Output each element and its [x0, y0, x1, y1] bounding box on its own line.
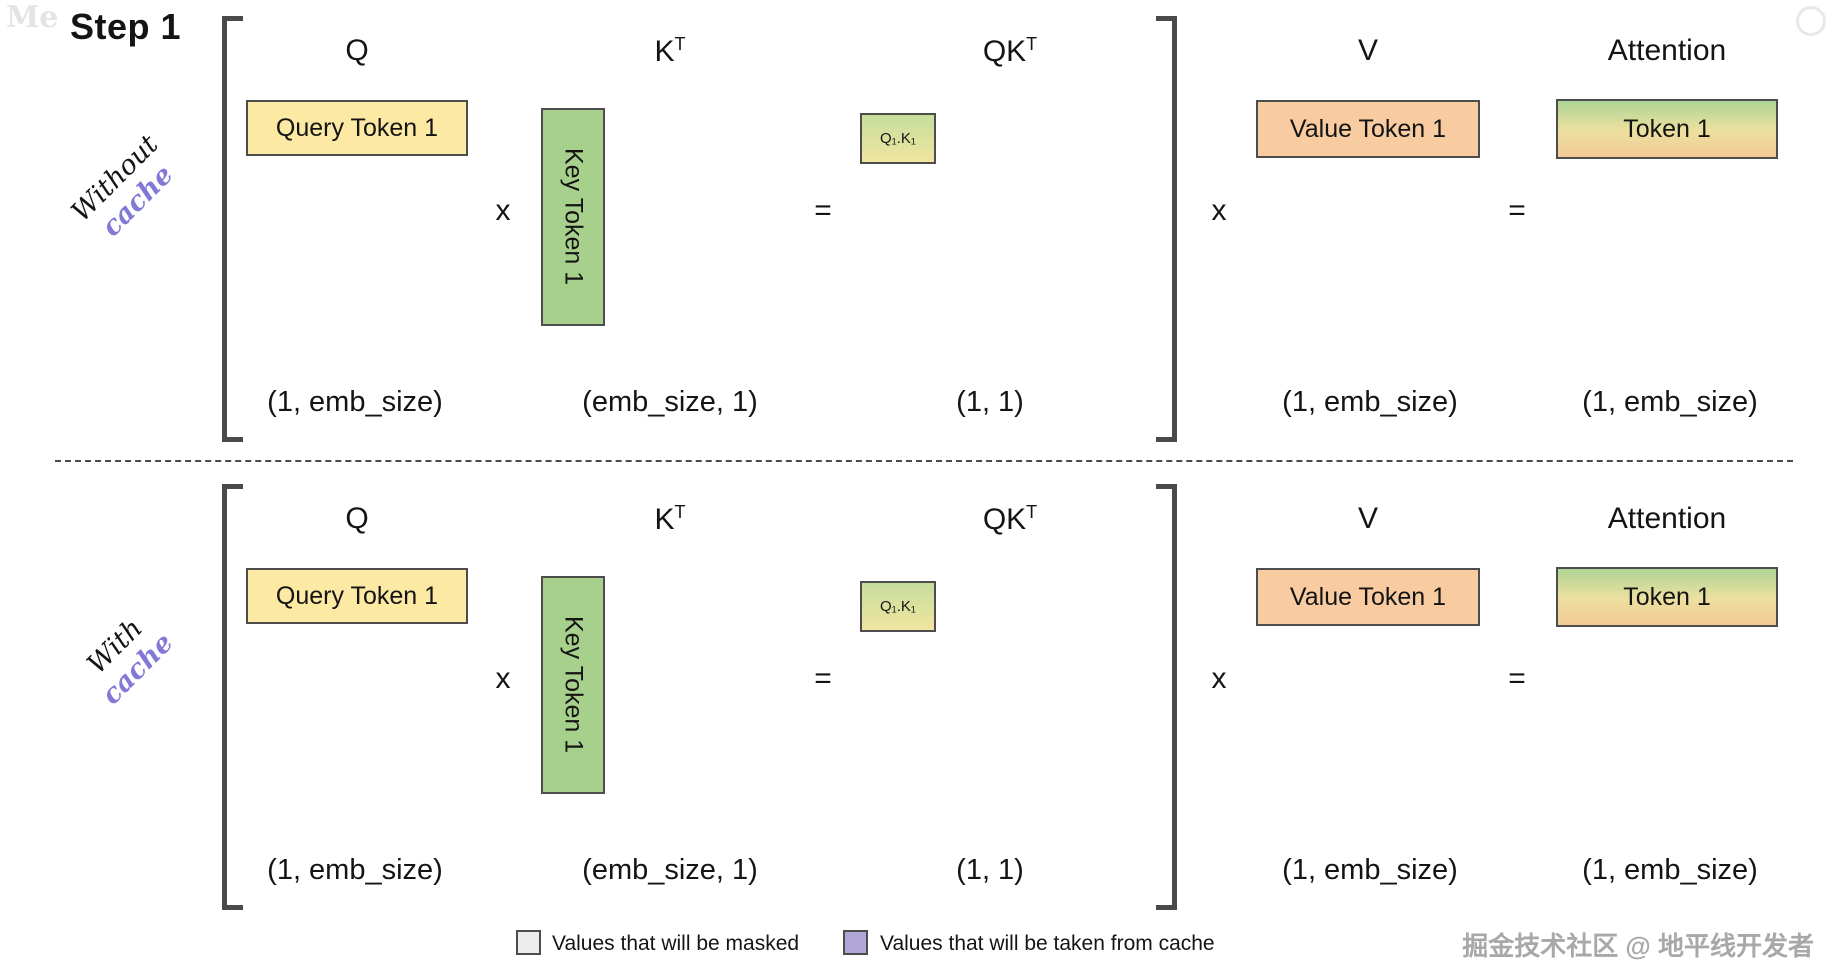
section-without-cache: Without cache Q KT QKT V Attention Query… [0, 0, 1840, 462]
attention-token-box: Token 1 [1556, 567, 1778, 627]
dims-v: (1, emb_size) [1282, 386, 1458, 418]
dims-kt: (emb_size, 1) [582, 386, 758, 418]
legend: Values that will be masked Values that w… [0, 928, 1840, 964]
left-bracket [222, 16, 243, 442]
key-token-box: Key Token 1 [541, 576, 605, 794]
multiply-operator-2: x [1211, 194, 1227, 227]
row-label-without-cache: Without cache [44, 107, 210, 273]
column-header-v: V [1357, 34, 1378, 67]
k-superscript: T [674, 34, 686, 54]
column-header-q: Q [345, 502, 369, 535]
legend-cache-swatch [843, 930, 868, 955]
dims-q: (1, emb_size) [267, 854, 443, 886]
k-base: K [654, 35, 675, 68]
column-header-attention: Attention [1607, 34, 1727, 67]
dims-q: (1, emb_size) [267, 386, 443, 418]
right-bracket [1156, 16, 1177, 442]
value-token-box: Value Token 1 [1256, 568, 1480, 626]
left-bracket [222, 484, 243, 910]
multiply-operator-1: x [495, 194, 511, 227]
legend-masked-label: Values that will be masked [552, 932, 800, 955]
column-header-v: V [1357, 502, 1378, 535]
legend-masked-swatch [516, 930, 541, 955]
column-header-kt: KT [545, 502, 795, 537]
value-token-box: Value Token 1 [1256, 100, 1480, 158]
column-header-attention: Attention [1607, 502, 1727, 535]
dims-qkt: (1, 1) [956, 386, 1024, 418]
k-superscript: T [674, 502, 686, 522]
qk-superscript: T [1026, 34, 1038, 54]
step-title: Step 1 [70, 6, 182, 47]
column-header-qkt: QKT [910, 502, 1110, 537]
column-header-q: Q [345, 34, 369, 67]
key-token-label: Key Token 1 [559, 616, 588, 754]
top-right-circle-watermark [1796, 6, 1826, 36]
equals-operator-2: = [1508, 662, 1526, 695]
qk-base: QK [982, 35, 1027, 68]
equals-operator-1: = [814, 662, 832, 695]
attention-token-box: Token 1 [1556, 99, 1778, 159]
equals-operator-1: = [814, 194, 832, 227]
k-base: K [654, 503, 675, 536]
top-left-watermark: Me [6, 0, 59, 35]
dims-attention: (1, emb_size) [1582, 386, 1758, 418]
legend-cache-label: Values that will be taken from cache [880, 932, 1215, 955]
query-token-box: Query Token 1 [246, 568, 468, 624]
dashed-separator [55, 460, 1793, 462]
qk-base: QK [982, 503, 1027, 536]
key-token-box: Key Token 1 [541, 108, 605, 326]
right-bracket [1156, 484, 1177, 910]
column-header-kt: KT [545, 34, 795, 69]
row-label-with-cache: With cache [44, 575, 210, 741]
equals-operator-2: = [1508, 194, 1526, 227]
section-with-cache: With cache Q KT QKT V Attention Query To… [0, 468, 1840, 930]
multiply-operator-1: x [495, 662, 511, 695]
qk-superscript: T [1026, 502, 1038, 522]
key-token-label: Key Token 1 [559, 148, 588, 286]
dims-attention: (1, emb_size) [1582, 854, 1758, 886]
column-header-qkt: QKT [910, 34, 1110, 69]
dims-qkt: (1, 1) [956, 854, 1024, 886]
multiply-operator-2: x [1211, 662, 1227, 695]
qk-product-box: Q₁.K₁ [860, 113, 936, 164]
dims-v: (1, emb_size) [1282, 854, 1458, 886]
qk-product-box: Q₁.K₁ [860, 581, 936, 632]
dims-kt: (emb_size, 1) [582, 854, 758, 886]
bottom-right-watermark: 掘金技术社区 @ 地平线开发者 [1462, 931, 1814, 961]
query-token-box: Query Token 1 [246, 100, 468, 156]
